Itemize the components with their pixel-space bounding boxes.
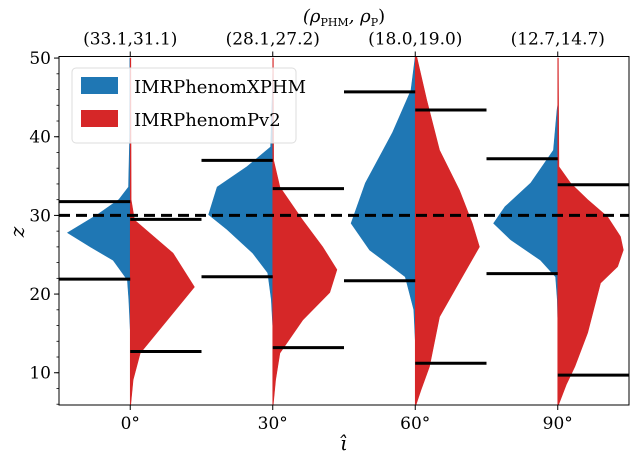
violins [66, 56, 624, 406]
interval-lines [59, 90, 629, 377]
legend: IMRPhenomXPHM IMRPhenomPv2 [71, 67, 306, 144]
top-axis: (33.1,31.1) (28.1,27.2) (18.0,19.0) (12.7,1… [83, 30, 605, 57]
violin-left-3 [493, 105, 559, 318]
x-tick-label: 60° [400, 414, 430, 434]
x-tick-label: 90° [543, 414, 573, 434]
x-tick-label: 30° [258, 414, 288, 434]
top-tick-label: (33.1,31.1) [83, 30, 177, 50]
top-tick-label: (28.1,27.2) [226, 30, 320, 50]
violin-right-2 [414, 56, 480, 406]
violin-left-2 [350, 56, 416, 340]
y-tick-label: 50 [29, 49, 51, 69]
y-tick-label: 40 [29, 128, 51, 148]
y-tick-label: 10 [29, 364, 51, 384]
y-axis-label: z [5, 226, 29, 238]
x-tick-label: 0° [121, 414, 140, 434]
violin-right-0 [129, 57, 195, 406]
legend-swatch-pv2 [81, 110, 118, 127]
top-tick-label: (18.0,19.0) [368, 30, 462, 50]
legend-swatch-xphm [81, 77, 118, 94]
y-tick-label: 30 [29, 206, 51, 226]
legend-label-xphm: IMRPhenomXPHM [134, 77, 306, 98]
y-tick-label: 20 [29, 285, 51, 305]
legend-label-pv2: IMRPhenomPv2 [134, 110, 281, 131]
violin-right-3 [557, 57, 624, 406]
top-axis-title: (ρPHM, ρP) [303, 6, 385, 29]
x-axis-label: ι̂ [340, 431, 348, 455]
y-axis: 10 20 30 40 50 [29, 49, 59, 405]
x-axis: 0° 30° 60° 90° [121, 405, 573, 434]
top-tick-label: (12.7,14.7) [511, 30, 605, 50]
legend-frame [71, 67, 297, 144]
